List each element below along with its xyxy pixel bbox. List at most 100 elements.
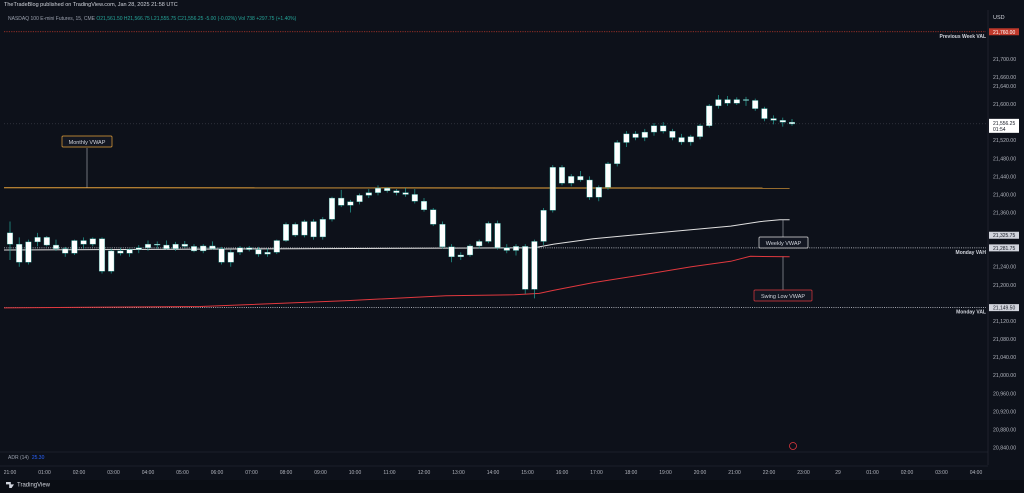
callout-box [61, 135, 113, 148]
volume-value: Vol 738 +297.75 (+1.40%) [238, 16, 297, 22]
y-tick-label: 21,120.00 [993, 319, 1016, 325]
candle-body [788, 121, 796, 125]
candle-body [586, 179, 593, 198]
candle-body [71, 240, 78, 254]
candle-body [577, 176, 584, 181]
level-label: Monday VAL [956, 310, 986, 316]
candle-body [660, 125, 667, 132]
candle-body [154, 243, 161, 246]
candle-body [98, 238, 106, 272]
candle-body [779, 120, 786, 123]
candle-body [255, 249, 262, 255]
candle-body [558, 167, 566, 184]
level-price-tag [989, 244, 1019, 252]
countdown-label: 01:54 [993, 127, 1006, 133]
candle-body [402, 192, 409, 195]
candle-body [34, 237, 41, 243]
candle-body [273, 240, 280, 253]
ohlc-values: O21,561.50 H21,566.75 L21,555.75 C21,556… [96, 16, 237, 22]
candle-body [282, 224, 290, 241]
level-price-tag [989, 28, 1019, 36]
candle-body [108, 250, 115, 272]
candle-body [227, 252, 234, 263]
tradingview-logo-icon [6, 482, 14, 488]
y-tick-label: 21,480.00 [993, 156, 1016, 162]
candle-body [393, 190, 400, 193]
candle-body [365, 192, 372, 196]
x-tick-label: 10:00 [349, 470, 362, 476]
level-label: Monday VAH [956, 250, 987, 256]
candle-body [25, 241, 32, 263]
x-tick-label: 19:00 [659, 470, 672, 476]
candle-body [163, 244, 170, 249]
candle-body [181, 243, 188, 247]
x-tick-label: 03:00 [107, 470, 120, 476]
candle-body [568, 176, 575, 184]
x-tick-label: 02:00 [901, 470, 914, 476]
symbol-legend: NASDAQ 100 E-mini Futures, 15, CME O21,5… [8, 16, 296, 22]
x-tick-label: 03:00 [935, 470, 948, 476]
x-tick-label: 13:00 [452, 470, 465, 476]
candle-body [522, 246, 529, 290]
candle-body [687, 136, 694, 143]
y-tick-label: 20,960.00 [993, 391, 1016, 397]
y-tick-label: 20,880.00 [993, 427, 1016, 433]
candle-body [246, 247, 253, 250]
footer-bar [0, 480, 1024, 493]
candle-body [374, 187, 382, 193]
last-price-tag [989, 118, 1019, 133]
candle-body [439, 224, 446, 248]
y-tick-label: 21,600.00 [993, 102, 1016, 108]
candle-body [264, 252, 271, 255]
candle-body [319, 219, 326, 238]
candle-body [761, 108, 768, 119]
candle-body [503, 247, 510, 251]
currency-label[interactable]: USD [993, 15, 1005, 21]
tradingview-brand[interactable]: TradingView [6, 482, 50, 489]
y-tick-label: 21,400.00 [993, 192, 1016, 198]
weekly-vwap-price-label: 21,325.75 [993, 233, 1015, 239]
swing-low-vwap-label: Swing Low VWAP [761, 294, 805, 300]
y-tick-label: 21,660.00 [993, 75, 1016, 81]
monthly-vwap-label: Monthly VWAP [69, 140, 106, 146]
candle-body [16, 243, 23, 263]
candle-body [356, 195, 363, 202]
candle-body [770, 118, 777, 121]
brand-text: TradingView [17, 482, 51, 489]
x-tick-label: 01:00 [38, 470, 51, 476]
vwap-line [3, 255, 790, 309]
indicator-legend[interactable]: ADR (14) 25.30 [8, 455, 44, 461]
x-tick-label: 16:00 [556, 470, 569, 476]
x-tick-label: 04:00 [970, 470, 983, 476]
candle-body [80, 240, 87, 245]
candle-body [89, 238, 96, 245]
candle-body [144, 243, 152, 248]
publisher-line: TheTradeBlog published on TradingView.co… [4, 2, 178, 8]
level-price-label: 21,281.75 [993, 246, 1015, 252]
alert-marker [789, 442, 797, 450]
y-tick-label: 21,640.00 [993, 84, 1016, 90]
candle-body [724, 99, 731, 104]
candle-body [218, 248, 225, 263]
x-tick-label: 12:00 [418, 470, 431, 476]
candle-body [292, 224, 299, 236]
candle-body [52, 244, 60, 249]
candle-body [494, 223, 501, 248]
candle-body [752, 100, 759, 109]
candle-body [678, 137, 685, 143]
candle-body [540, 210, 547, 242]
y-tick-label: 21,360.00 [993, 211, 1016, 217]
candle-body [6, 232, 14, 245]
x-tick-label: 18:00 [625, 470, 638, 476]
candle-body [236, 247, 244, 253]
candle-body [200, 245, 207, 252]
vwap-line [3, 219, 790, 251]
level-price-tag [989, 304, 1019, 312]
symbol-name: NASDAQ 100 E-mini Futures, 15, CME [8, 16, 95, 22]
x-tick-label: 11:00 [383, 470, 395, 476]
weekly-vwap-label: Weekly VWAP [766, 241, 802, 247]
candle-body [549, 167, 556, 211]
